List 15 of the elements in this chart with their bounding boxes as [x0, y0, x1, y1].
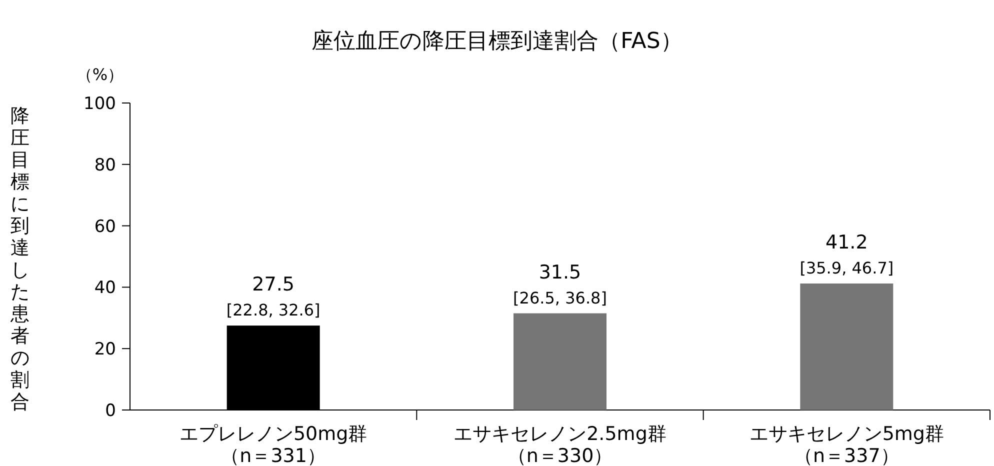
- ylabel: 降圧目標に到達した患者の割合: [10, 105, 30, 413]
- ytick: 0: [105, 401, 116, 421]
- annotation: （%）: [76, 65, 124, 84]
- ytick: 100: [84, 94, 116, 114]
- ytick: 40: [94, 278, 116, 298]
- ytick: 60: [94, 216, 116, 237]
- title: 座位血圧の降圧目標到達割合（FAS）: [312, 29, 682, 54]
- xtick: エサキセレノン5mg群（n＝337）: [749, 423, 944, 466]
- ytick: 20: [94, 340, 116, 360]
- value-label: 31.5 [26.5, 36.8]: [513, 261, 607, 308]
- value-label: 41.2 [35.9, 46.7]: [800, 232, 894, 278]
- value-label: 27.5 [22.8, 32.6]: [226, 274, 320, 320]
- ytick: 80: [94, 155, 116, 176]
- xtick: エサキセレノン2.5mg群（n＝330）: [454, 423, 666, 466]
- xtick: エプレレノン50mg群（n＝331）: [179, 423, 368, 466]
